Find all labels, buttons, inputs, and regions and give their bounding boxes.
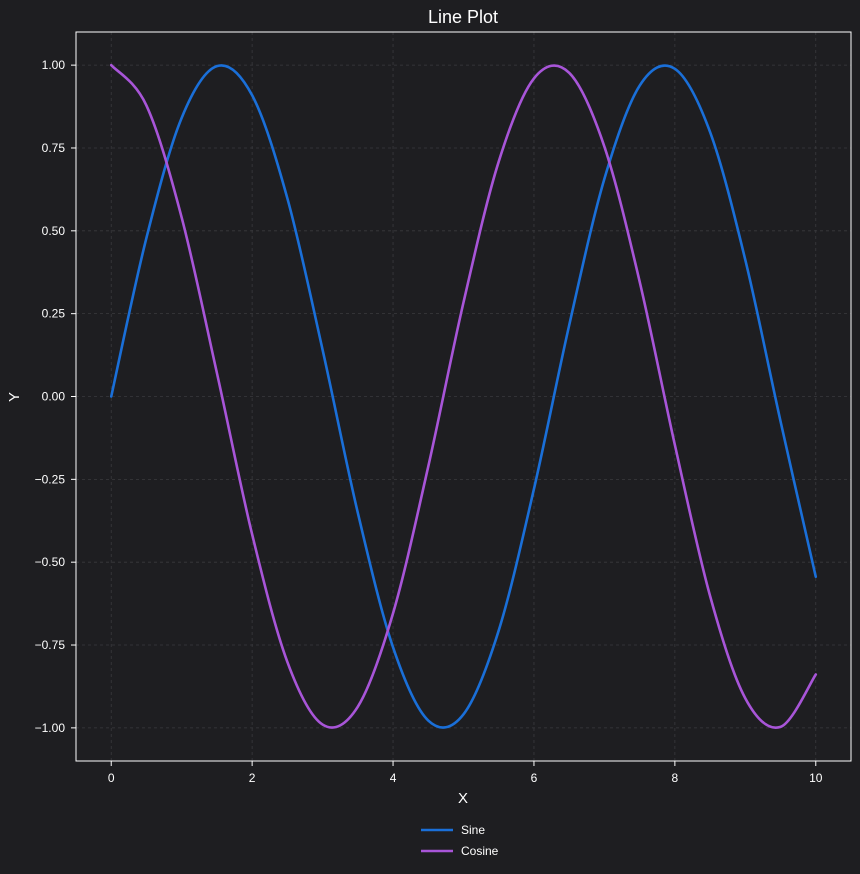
- y-tick-label: −0.50: [35, 555, 66, 569]
- x-axis-ticks: 0 2 4 6 8 10: [108, 761, 823, 785]
- y-tick-label: −0.75: [35, 638, 66, 652]
- series-line-sine: [109, 64, 818, 729]
- y-tick-label: 0.75: [42, 141, 66, 155]
- x-tick-label: 0: [108, 771, 115, 785]
- x-tick-label: 8: [672, 771, 679, 785]
- x-tick-label: 2: [249, 771, 256, 785]
- y-tick-label: 1.00: [42, 58, 66, 72]
- x-tick-label: 4: [390, 771, 397, 785]
- y-tick-label: 0.25: [42, 307, 66, 321]
- y-tick-label: 0.50: [42, 224, 66, 238]
- legend: Sine Cosine: [421, 823, 499, 858]
- chart-title: Line Plot: [428, 7, 498, 27]
- series: [109, 63, 818, 729]
- grid: [76, 32, 851, 761]
- legend-label-cosine: Cosine: [461, 844, 499, 858]
- x-axis-title: X: [458, 790, 468, 807]
- y-tick-label: −1.00: [35, 721, 66, 735]
- y-tick-label: 0.00: [42, 390, 66, 404]
- series-line-cosine: [109, 63, 818, 729]
- y-axis-ticks: 1.00 0.75 0.50 0.25 0.00 −0.25 −0.50 −0.75 −1.00: [35, 58, 76, 735]
- y-axis-title: Y: [6, 392, 23, 402]
- x-tick-label: 6: [531, 771, 538, 785]
- y-tick-label: −0.25: [35, 472, 66, 486]
- x-tick-label: 10: [809, 771, 823, 785]
- legend-label-sine: Sine: [461, 823, 485, 837]
